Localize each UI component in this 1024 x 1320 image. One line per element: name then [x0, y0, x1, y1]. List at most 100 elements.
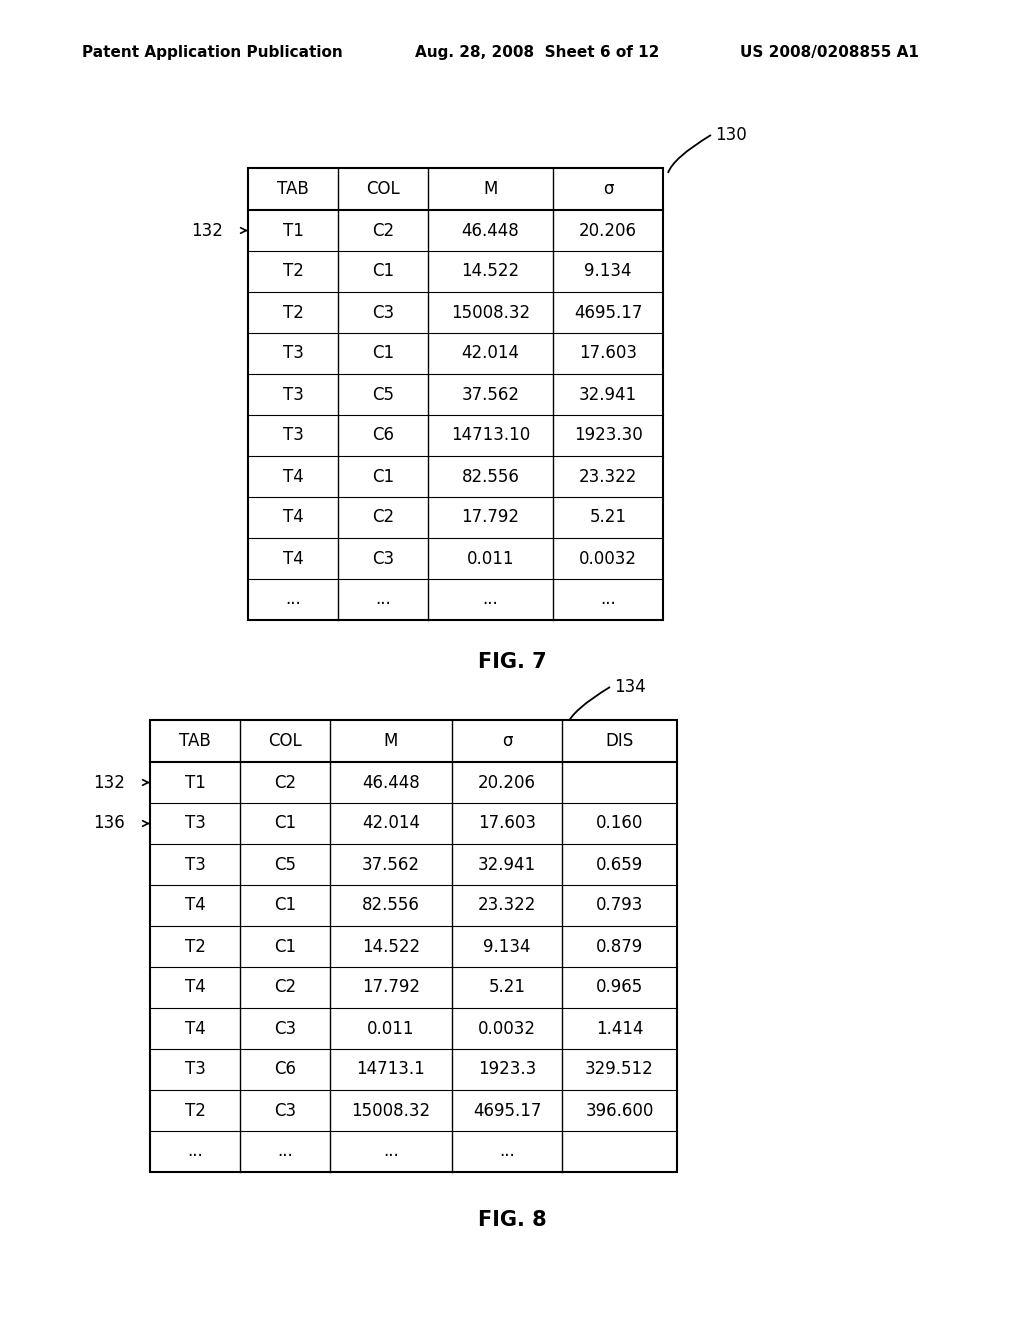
Text: 37.562: 37.562 — [362, 855, 420, 874]
Text: M: M — [384, 733, 398, 750]
Text: ...: ... — [187, 1143, 203, 1160]
Text: C6: C6 — [372, 426, 394, 445]
Text: C2: C2 — [274, 774, 296, 792]
Text: T3: T3 — [283, 345, 303, 363]
Text: C1: C1 — [372, 263, 394, 281]
Text: 0.011: 0.011 — [467, 549, 514, 568]
Text: T4: T4 — [283, 508, 303, 527]
Text: 134: 134 — [614, 678, 646, 696]
Text: 17.792: 17.792 — [462, 508, 519, 527]
Text: C1: C1 — [372, 467, 394, 486]
Text: T3: T3 — [184, 855, 206, 874]
Text: C5: C5 — [372, 385, 394, 404]
Text: T3: T3 — [184, 814, 206, 833]
Text: C3: C3 — [372, 549, 394, 568]
Text: 5.21: 5.21 — [488, 978, 525, 997]
Text: 4695.17: 4695.17 — [573, 304, 642, 322]
Text: 46.448: 46.448 — [462, 222, 519, 239]
Text: C2: C2 — [274, 978, 296, 997]
Text: 329.512: 329.512 — [585, 1060, 654, 1078]
Text: C1: C1 — [372, 345, 394, 363]
Text: FIG. 8: FIG. 8 — [477, 1210, 547, 1230]
Text: 136: 136 — [93, 814, 125, 833]
Bar — [150, 719, 677, 1172]
Text: C1: C1 — [274, 937, 296, 956]
Text: C1: C1 — [274, 896, 296, 915]
Text: 17.603: 17.603 — [579, 345, 637, 363]
Text: 82.556: 82.556 — [462, 467, 519, 486]
Text: 14.522: 14.522 — [462, 263, 519, 281]
Text: C3: C3 — [274, 1101, 296, 1119]
Text: 14.522: 14.522 — [361, 937, 420, 956]
Text: DIS: DIS — [605, 733, 634, 750]
Text: ...: ... — [482, 590, 499, 609]
Text: TAB: TAB — [179, 733, 211, 750]
Text: C1: C1 — [274, 814, 296, 833]
Text: 0.0032: 0.0032 — [579, 549, 637, 568]
Text: ...: ... — [600, 590, 615, 609]
Text: 396.600: 396.600 — [586, 1101, 653, 1119]
Text: 20.206: 20.206 — [579, 222, 637, 239]
Text: 17.603: 17.603 — [478, 814, 536, 833]
Text: 0.011: 0.011 — [368, 1019, 415, 1038]
Text: T4: T4 — [283, 467, 303, 486]
Text: C2: C2 — [372, 222, 394, 239]
Text: 32.941: 32.941 — [579, 385, 637, 404]
Text: C5: C5 — [274, 855, 296, 874]
Text: ...: ... — [383, 1143, 399, 1160]
Text: 23.322: 23.322 — [579, 467, 637, 486]
Text: COL: COL — [367, 180, 400, 198]
Text: T2: T2 — [283, 304, 303, 322]
Text: 14713.1: 14713.1 — [356, 1060, 425, 1078]
Text: 132: 132 — [191, 222, 223, 239]
Text: 130: 130 — [715, 125, 746, 144]
Text: 0.965: 0.965 — [596, 978, 643, 997]
Text: FIG. 7: FIG. 7 — [477, 652, 547, 672]
Text: σ: σ — [502, 733, 512, 750]
Text: C3: C3 — [274, 1019, 296, 1038]
Text: T3: T3 — [283, 426, 303, 445]
Text: T1: T1 — [184, 774, 206, 792]
Text: 17.792: 17.792 — [362, 978, 420, 997]
Text: 9.134: 9.134 — [585, 263, 632, 281]
Text: C6: C6 — [274, 1060, 296, 1078]
Text: 132: 132 — [93, 774, 125, 792]
Text: Patent Application Publication: Patent Application Publication — [82, 45, 343, 59]
Text: 0.160: 0.160 — [596, 814, 643, 833]
Text: 42.014: 42.014 — [462, 345, 519, 363]
Text: T2: T2 — [184, 937, 206, 956]
Text: T2: T2 — [283, 263, 303, 281]
Text: 14713.10: 14713.10 — [451, 426, 530, 445]
Text: C3: C3 — [372, 304, 394, 322]
Text: 0.879: 0.879 — [596, 937, 643, 956]
Text: 32.941: 32.941 — [478, 855, 536, 874]
Text: 20.206: 20.206 — [478, 774, 536, 792]
Text: T4: T4 — [184, 1019, 206, 1038]
Text: ...: ... — [278, 1143, 293, 1160]
Text: T4: T4 — [184, 978, 206, 997]
Text: 23.322: 23.322 — [478, 896, 537, 915]
Text: 37.562: 37.562 — [462, 385, 519, 404]
Text: Aug. 28, 2008  Sheet 6 of 12: Aug. 28, 2008 Sheet 6 of 12 — [415, 45, 659, 59]
Text: 0.793: 0.793 — [596, 896, 643, 915]
Text: ...: ... — [375, 590, 391, 609]
Text: 4695.17: 4695.17 — [473, 1101, 542, 1119]
Text: 1923.30: 1923.30 — [573, 426, 642, 445]
Text: 15008.32: 15008.32 — [351, 1101, 430, 1119]
Text: ...: ... — [285, 590, 301, 609]
Text: T2: T2 — [184, 1101, 206, 1119]
Text: 0.0032: 0.0032 — [478, 1019, 536, 1038]
Text: 15008.32: 15008.32 — [451, 304, 530, 322]
Text: COL: COL — [268, 733, 302, 750]
Text: 0.659: 0.659 — [596, 855, 643, 874]
Text: T3: T3 — [184, 1060, 206, 1078]
Text: M: M — [483, 180, 498, 198]
Text: 9.134: 9.134 — [483, 937, 530, 956]
Bar — [248, 168, 663, 620]
Text: T3: T3 — [283, 385, 303, 404]
Text: T4: T4 — [283, 549, 303, 568]
Text: ...: ... — [499, 1143, 515, 1160]
Text: 1.414: 1.414 — [596, 1019, 643, 1038]
Text: 42.014: 42.014 — [362, 814, 420, 833]
Text: TAB: TAB — [278, 180, 309, 198]
